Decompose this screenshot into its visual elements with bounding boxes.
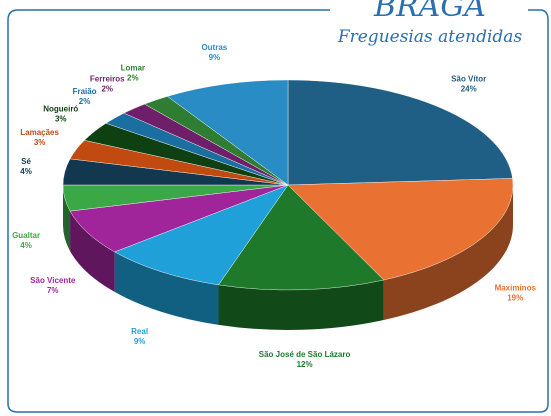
- slice-label: Sé: [21, 157, 31, 166]
- value-label: 2%: [101, 84, 113, 93]
- value-label: 2%: [127, 74, 139, 83]
- frame: [7, 9, 549, 413]
- slice: [287, 79, 513, 186]
- value-label: 9%: [134, 337, 146, 346]
- slice-side: [70, 211, 115, 292]
- value-label: 4%: [20, 167, 32, 176]
- slice-label: Gualtar: [12, 231, 40, 240]
- value-label: 19%: [507, 293, 523, 302]
- slice-label: Nogueiró: [43, 105, 78, 114]
- value-label: 4%: [20, 241, 32, 250]
- slice: [166, 79, 289, 186]
- slice-label: São Vítor: [451, 74, 486, 83]
- slice-side: [114, 251, 219, 325]
- slice-label: São José de São Lázaro: [259, 350, 351, 359]
- chart-subtitle: Freguesias atendidas: [337, 27, 523, 47]
- value-label: 3%: [55, 115, 67, 124]
- slice-side: [63, 185, 71, 252]
- slice-side: [383, 185, 513, 321]
- slice: [218, 184, 385, 291]
- slice-side: [218, 280, 384, 330]
- slice: [287, 178, 514, 281]
- slice-label: Lomar: [121, 64, 145, 73]
- slice: [114, 184, 289, 286]
- slice-label: Ferreiros: [90, 74, 125, 83]
- chart-title: BRAGA: [373, 0, 486, 24]
- slice-label: Fraião: [73, 87, 97, 96]
- value-label: 2%: [79, 97, 91, 106]
- slice-label: Maximinos: [495, 283, 537, 292]
- slice-label: Lamaçães: [20, 128, 59, 137]
- slice-label: Outras: [201, 43, 227, 52]
- value-label: 9%: [209, 53, 221, 62]
- value-label: 7%: [47, 286, 59, 295]
- value-label: 3%: [34, 138, 46, 147]
- value-label: 12%: [297, 360, 313, 369]
- value-label: 24%: [461, 84, 477, 93]
- slice-label: São Vicente: [30, 276, 76, 285]
- slice-label: Real: [131, 327, 148, 336]
